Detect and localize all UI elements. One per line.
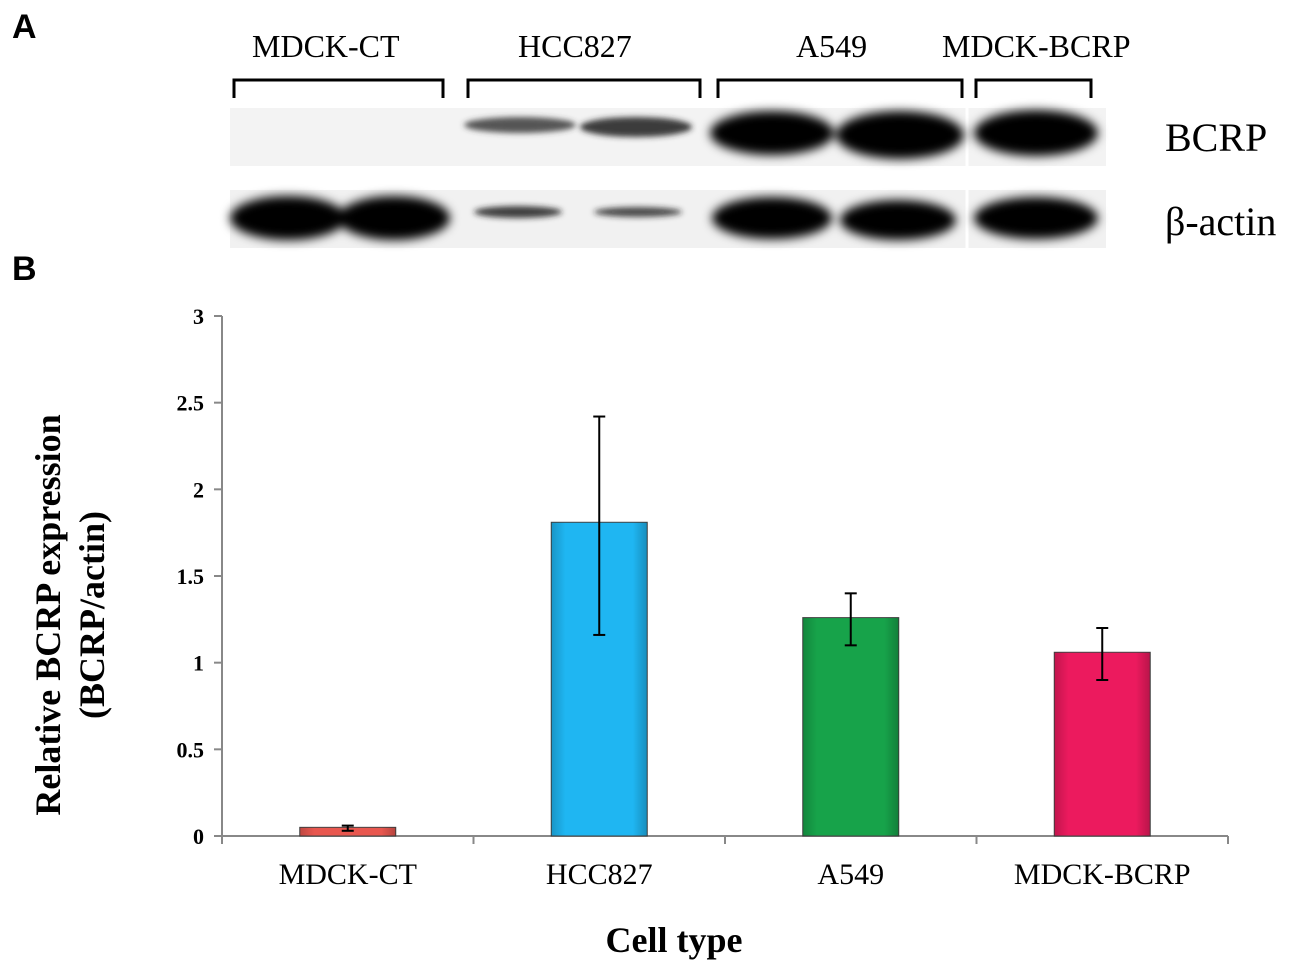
lane-bracket-mdck-ct [232,78,445,98]
y-tick-labels: 0 0.5 1 1.5 2 2.5 3 [177,304,205,849]
actin-band-hcc827-1 [474,206,562,218]
bar-shading [802,617,899,836]
band-label-bcrp: BCRP [1165,115,1268,160]
y-tick-label: 1.5 [177,564,205,589]
x-tick-label-hcc827: HCC827 [546,858,653,891]
actin-band-mdck-bcrp [974,197,1098,239]
actin-band-mdck-ct-1 [230,196,346,240]
y-tick-label: 1 [193,651,204,676]
lane-bracket-mdck-bcrp [974,78,1093,98]
bcrp-band-hcc827-2 [580,117,692,137]
bcrp-band-a549-1 [710,111,834,155]
chart-error-bars [341,415,1109,832]
y-tick-label: 3 [193,304,204,329]
y-tick-label: 2 [193,477,204,502]
actin-band-a549-2 [840,200,956,240]
actin-band-mdck-ct-2 [338,196,450,240]
bcrp-band-a549-2 [836,111,964,159]
x-axis-title: Cell type [606,920,743,960]
bcrp-band-hcc827-1 [464,117,576,133]
x-tick-label-mdck-ct: MDCK-CT [279,858,417,891]
lane-bracket-a549 [716,78,964,98]
lane-label-mdck-bcrp: MDCK-BCRP [942,28,1131,64]
bcrp-band-mdck-bcrp [974,110,1098,156]
x-tick-label-a549: A549 [817,858,884,891]
x-tick-label-mdck-bcrp: MDCK-BCRP [1014,858,1191,891]
lane-label-hcc827: HCC827 [518,28,632,64]
y-tick-label: 0.5 [177,737,205,762]
bar-shading [1054,652,1151,836]
western-blot [230,78,1106,248]
y-tick-label: 0 [193,824,204,849]
lane-bracket-hcc827 [466,78,702,98]
actin-band-a549-1 [712,197,832,239]
lane-label-mdck-ct: MDCK-CT [252,28,400,64]
y-tick-label: 2.5 [177,391,205,416]
panel-b-letter: B [12,250,37,288]
y-axis-title-line2: (BCRP/actin) [72,511,112,719]
x-tick-labels: MDCK-CT HCC827 A549 MDCK-BCRP [279,858,1191,891]
lane-label-a549: A549 [796,28,868,64]
band-label-beta-actin: β-actin [1165,199,1277,244]
panel-a-letter: A [12,8,37,46]
chart-bars [299,521,1151,837]
actin-band-hcc827-2 [594,207,682,217]
y-axis-title-line1: Relative BCRP expression [28,414,68,815]
